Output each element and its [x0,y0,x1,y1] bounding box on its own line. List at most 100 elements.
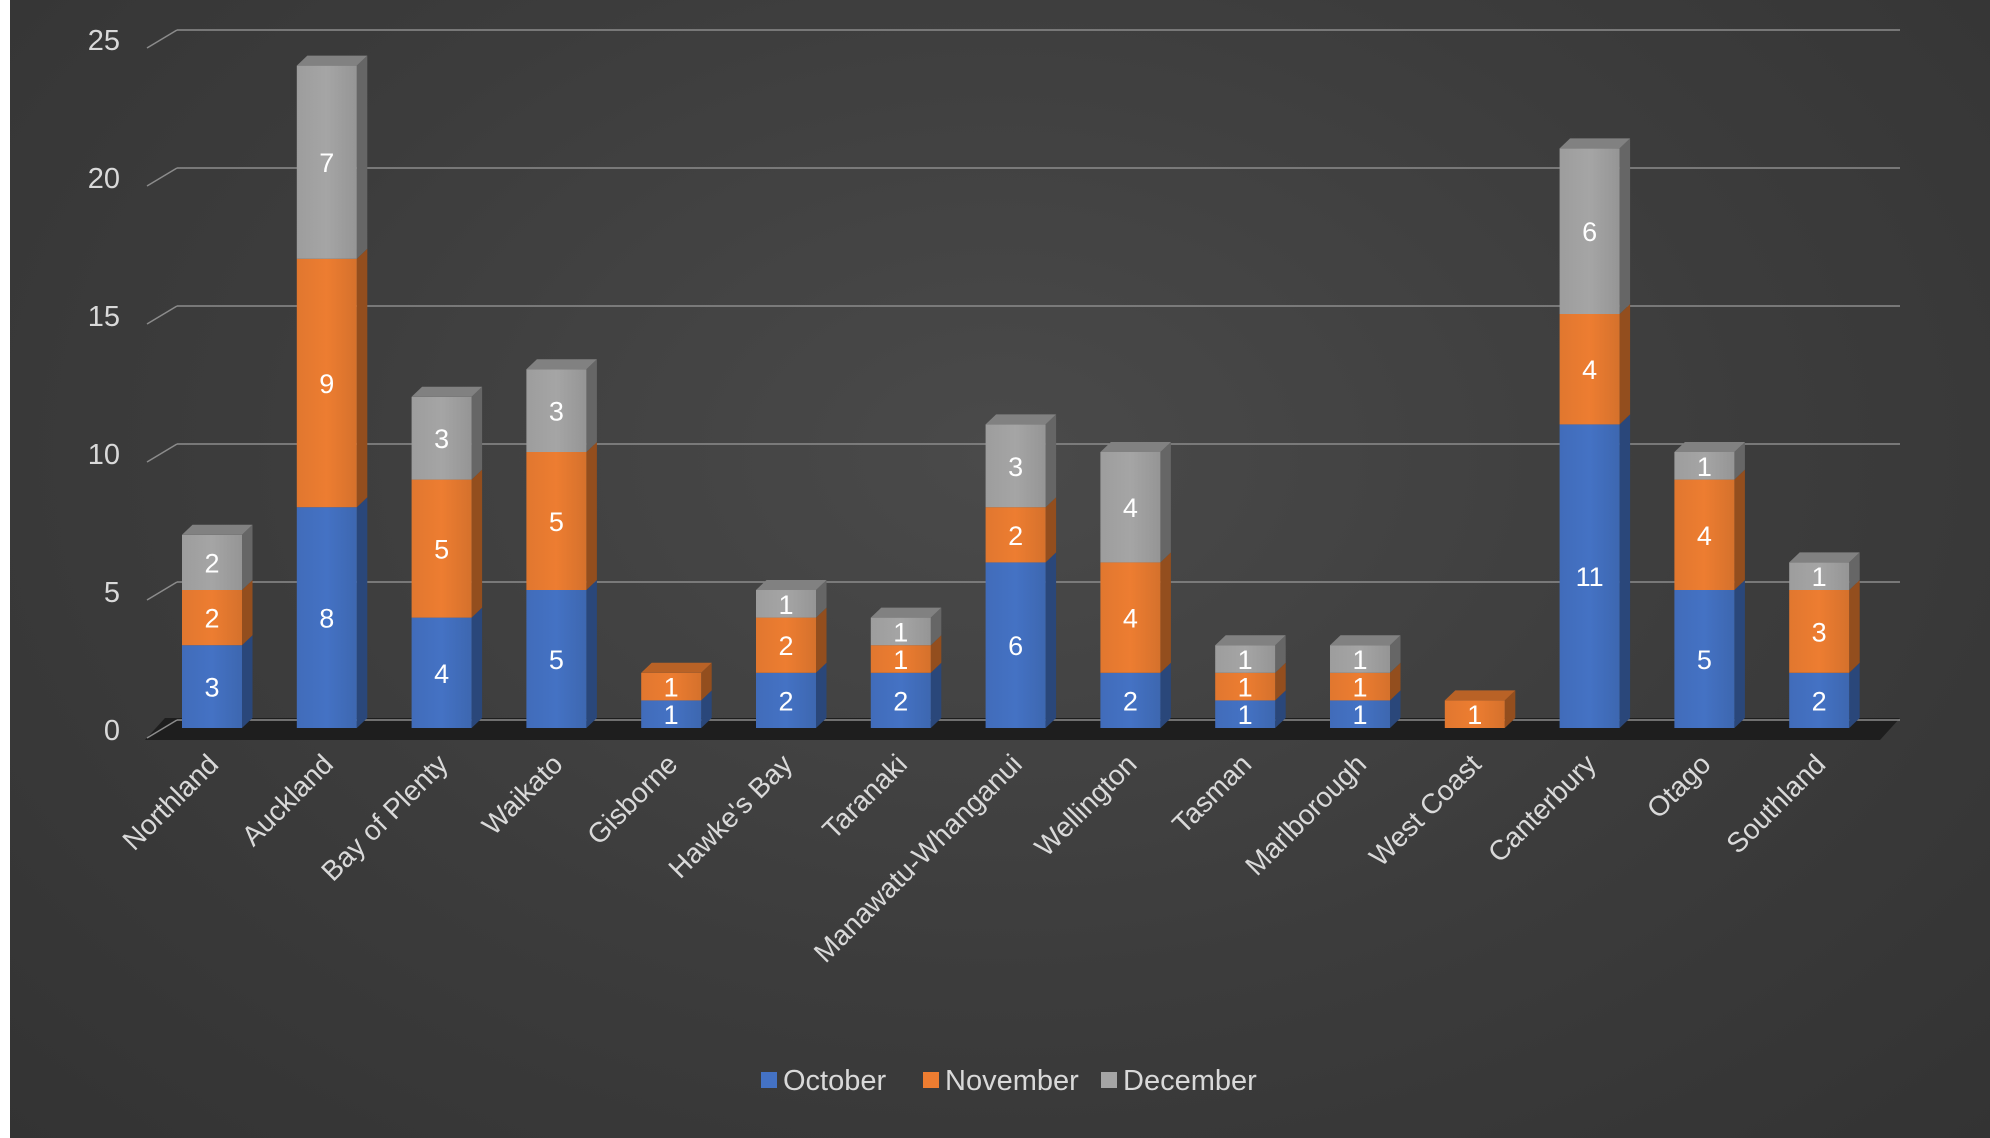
gridline-diag [146,167,178,187]
bar-side-december [1275,635,1286,673]
data-label: 9 [319,369,334,399]
data-label: 1 [893,645,908,675]
bar-side-october [1849,662,1860,728]
gridline-diag [146,581,178,601]
bar-side-november [1160,552,1171,673]
legend-swatch-december [1101,1072,1117,1088]
bar-top-december [1100,442,1171,452]
bar-december [526,369,587,452]
bar-side-december [930,607,942,646]
x-category-label: Canterbury [1482,748,1602,868]
bar-side-october [1160,662,1171,728]
data-label: 5 [549,645,564,675]
bar-october [756,672,816,728]
data-label: 6 [1582,217,1597,247]
bar-side-november [701,662,712,701]
x-category-label: Otago [1641,748,1717,824]
bar-top-december [1559,138,1631,149]
data-label: 3 [204,673,219,703]
bar-side-december [471,386,483,480]
data-label: 1 [1238,645,1253,675]
bar-october [1215,700,1276,728]
data-label: 1 [1352,645,1367,675]
y-tick-label: 15 [88,301,120,333]
bar-side-november [1849,580,1860,673]
bar-side-october [1734,580,1745,728]
gridline-diag [146,443,178,463]
chart-area: 0 5 10 15 20 25 3 2 2 Northland 8 9 7 Auckland 4 5 3 Bay … [10,0,1990,1138]
data-label: 11 [1576,562,1604,592]
stacked-bar-chart: 0510152025322Northland897Auckland453Bay … [88,25,1900,1097]
bar-side-november [1390,662,1401,701]
bar-side-december [1160,442,1171,563]
bar-side-october [1045,552,1057,728]
legend-label-november: November [945,1065,1079,1097]
bar-top-december [182,524,253,535]
bar-december [985,424,1046,508]
bar-side-december [356,55,368,259]
bar-november [296,258,357,508]
data-label: 4 [434,659,449,689]
bar-december [1100,452,1161,563]
bar-side-october [586,580,597,728]
data-label: 1 [1812,562,1827,592]
bar-november [1674,479,1735,590]
data-label: 1 [664,700,679,730]
bar-october [1100,672,1161,728]
data-label: 1 [1467,700,1482,730]
x-category-label: West Coast [1363,748,1487,872]
legend-label-december: December [1123,1065,1257,1097]
bar-side-october [1390,690,1401,728]
x-category-label: Southland [1720,748,1831,859]
bar-side-october [356,497,368,728]
data-label: 3 [1812,617,1827,647]
bar-side-november [1045,497,1057,563]
bar-top-december [1330,635,1401,646]
bar-side-november [1734,469,1745,590]
data-label: 4 [1582,355,1597,385]
bar-december [411,396,472,480]
bar-side-november [356,248,368,508]
gridline-diag [146,719,178,739]
bar-side-october [1619,414,1631,728]
bar-november [526,452,587,590]
data-label: 1 [1352,673,1367,703]
data-label: 6 [1008,631,1023,661]
bar-side-december [1734,442,1745,480]
data-label: 2 [1812,686,1827,716]
x-category-label: Auckland [236,748,339,851]
legend-swatch-october [761,1072,777,1088]
x-category-label: Gisborne [581,748,683,850]
bar-october [1559,424,1620,728]
data-label: 2 [204,604,219,634]
bar-side-december [1045,414,1057,508]
bar-top-november [641,662,712,673]
bar-december [1789,562,1850,590]
data-label: 2 [778,631,793,661]
bar-december [182,534,242,590]
bar-top-december [1215,635,1286,646]
data-label: 5 [434,535,449,565]
data-label: 2 [204,548,219,578]
bar-october [182,645,242,728]
bar-december [1559,148,1620,314]
y-tick-label: 25 [88,25,120,57]
bar-november [1100,562,1161,673]
data-label: 4 [1697,521,1712,551]
bar-december [756,590,816,618]
data-label: 1 [893,617,908,647]
bar-side-october [471,607,483,728]
bar-side-december [816,580,827,618]
legend-swatch-november [923,1072,939,1088]
bar-top-december [411,386,483,397]
bar-october [526,590,587,728]
bar-top-december [526,359,597,370]
bar-december [296,65,357,259]
bar-side-december [1849,552,1860,590]
bar-side-november [586,442,597,590]
data-label: 7 [319,148,334,178]
bar-side-december [1619,138,1631,314]
bar-november [1444,700,1505,728]
x-category-label: Waikato [476,748,569,841]
bar-october [985,562,1046,728]
